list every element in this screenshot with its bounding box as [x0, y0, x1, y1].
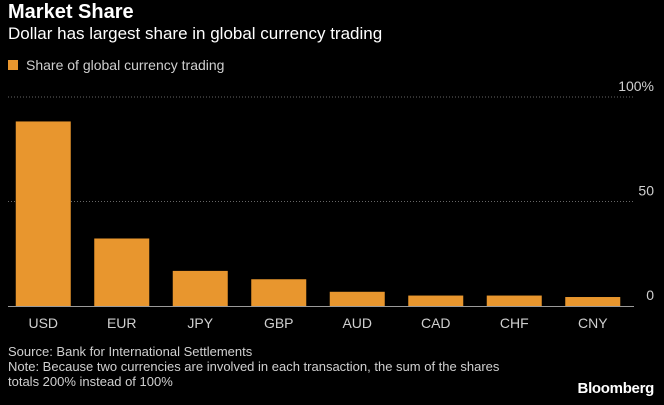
bloomberg-logo: Bloomberg [577, 380, 655, 397]
legend: Share of global currency trading [8, 56, 224, 74]
y-tick-label: 0 [646, 287, 654, 303]
source-note: Source: Bank for International Settlemen… [8, 344, 253, 359]
footer-notes: Source: Bank for International Settlemen… [8, 344, 528, 389]
x-tick-label: CHF [500, 315, 529, 331]
x-tick-label: CNY [578, 315, 608, 331]
x-tick-label: USD [28, 315, 58, 331]
x-tick-label: AUD [342, 315, 372, 331]
legend-swatch [8, 60, 18, 70]
chart-subtitle: Dollar has largest share in global curre… [8, 24, 383, 43]
bar-cny [565, 297, 621, 306]
x-tick-label: JPY [187, 315, 213, 331]
x-tick-label: CAD [421, 315, 451, 331]
bar-aud [329, 291, 385, 306]
x-tick-label: EUR [107, 315, 137, 331]
y-tick-label: 50 [638, 183, 654, 199]
bar-gbp [251, 279, 307, 306]
chart-title: Market Share [8, 1, 134, 23]
bar-cad [408, 295, 464, 306]
y-tick-label: 100% [618, 78, 654, 94]
bar-eur [94, 238, 150, 306]
bar-usd [15, 121, 71, 306]
methodology-note: Note: Because two currencies are involve… [8, 359, 500, 389]
bar-chf [486, 295, 542, 306]
x-tick-label: GBP [264, 315, 294, 331]
legend-label: Share of global currency trading [26, 57, 225, 73]
bar-jpy [172, 270, 228, 306]
